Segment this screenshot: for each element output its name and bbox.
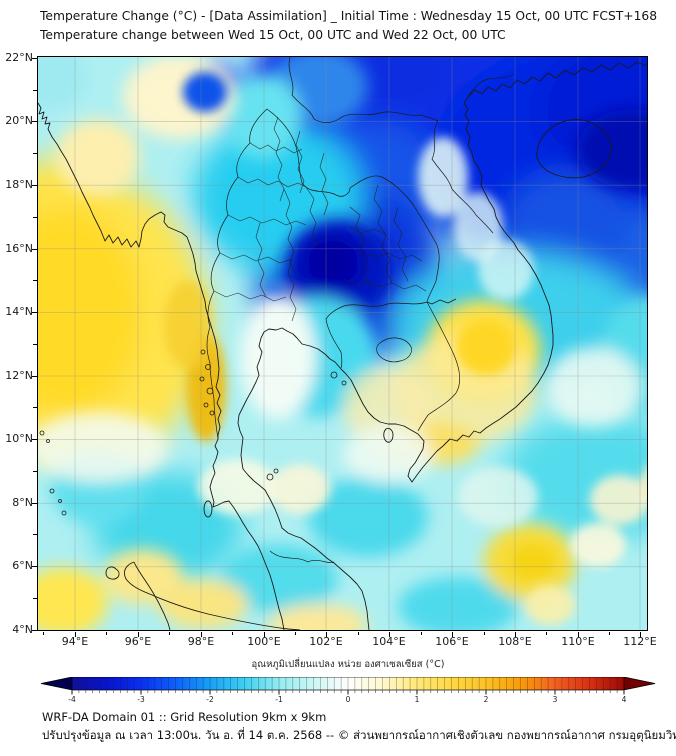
lon-label: 100°E (247, 635, 281, 648)
axis-tick (32, 439, 37, 440)
province-boundaries (213, 116, 427, 322)
axis-tick (33, 153, 37, 154)
colorbar-title: อุณหภูมิเปลี่ยนแปลง หน่วย องศาเซลเซียส (… (251, 659, 445, 670)
china-coastline (467, 61, 647, 98)
indochina-coastline (237, 96, 554, 630)
small-islands (39, 349, 347, 516)
colorbar-over-arrow (623, 676, 656, 691)
axis-tick (33, 598, 37, 599)
lat-label: 16°N (5, 242, 33, 255)
axis-tick (546, 632, 547, 635)
colorbar-tick: -3 (137, 695, 145, 704)
page-title: Temperature Change (°C) - [Data Assimila… (40, 9, 658, 23)
axis-tick (232, 632, 233, 635)
axis-tick (33, 90, 37, 91)
axis-tick (169, 632, 170, 635)
axis-tick (33, 471, 37, 472)
lon-label: 110°E (561, 635, 595, 648)
axis-tick (33, 344, 37, 345)
graticule-gridlines (38, 57, 647, 630)
lat-label: 22°N (5, 51, 33, 64)
axis-tick (33, 407, 37, 408)
lat-label: 18°N (5, 178, 33, 191)
temperature-map (38, 57, 647, 630)
axis-tick (515, 632, 516, 637)
hainan-island (536, 119, 612, 179)
lat-label: 10°N (5, 432, 33, 445)
axis-tick (32, 121, 37, 122)
weh-island (105, 566, 120, 580)
colorbar-tick: 1 (414, 695, 420, 704)
peninsula-west-coastline (209, 438, 285, 630)
axis-tick (32, 630, 37, 631)
footer-update-info: ปรับปรุงข้อมูล ณ เวลา 13:00น. วัน อ. ที่… (42, 728, 676, 742)
axis-tick (33, 280, 37, 281)
axis-tick (295, 632, 296, 635)
colorbar-tick: 3 (552, 695, 558, 704)
axis-tick (484, 632, 485, 635)
lon-label: 108°E (498, 635, 532, 648)
axis-tick (138, 632, 139, 637)
axis-tick (32, 566, 37, 567)
colorbar (40, 676, 656, 695)
myanmar-coastline (38, 102, 222, 439)
lon-label: 106°E (435, 635, 469, 648)
colorbar-tick: -1 (275, 695, 283, 704)
lon-label: 94°E (61, 635, 89, 648)
axis-tick (264, 632, 265, 637)
axis-tick (421, 632, 422, 635)
lat-label: 20°N (5, 114, 33, 127)
coastlines (38, 61, 647, 630)
axis-tick (201, 632, 202, 637)
axis-tick (32, 249, 37, 250)
colorbar-major-ticks (71, 690, 625, 695)
lat-label: 4°N (12, 623, 33, 636)
country-borders (206, 57, 515, 564)
axis-tick (452, 632, 453, 637)
axis-tick (578, 632, 579, 637)
axis-tick (43, 632, 44, 635)
axis-tick (33, 217, 37, 218)
page-subtitle: Temperature change between Wed 15 Oct, 0… (40, 28, 506, 42)
axis-tick (358, 632, 359, 635)
colorbar-cell-separators (78, 677, 618, 690)
lon-label: 96°E (124, 635, 152, 648)
lon-label: 102°E (309, 635, 343, 648)
colorbar-tick: 0 (345, 695, 351, 704)
axis-tick (32, 376, 37, 377)
footer-domain-info: WRF-DA Domain 01 :: Grid Resolution 9km … (42, 710, 327, 724)
axis-tick (609, 632, 610, 635)
axis-tick (326, 632, 327, 637)
lon-label: 98°E (187, 635, 215, 648)
axis-tick (32, 58, 37, 59)
lat-label: 8°N (12, 496, 33, 509)
lat-label: 6°N (12, 559, 33, 572)
temperature-field-small (164, 72, 647, 625)
axis-tick (106, 632, 107, 635)
lon-label: 104°E (372, 635, 406, 648)
axis-tick (75, 632, 76, 637)
colorbar-svg (40, 676, 656, 695)
colorbar-tick: -2 (206, 695, 214, 704)
axis-tick (33, 534, 37, 535)
lon-label: 112°E (623, 635, 657, 648)
sumatra-west-coastline (133, 561, 171, 630)
phuket-island (203, 500, 213, 518)
colorbar-under-arrow (40, 676, 73, 691)
phu-quoc-island (383, 427, 394, 443)
axis-tick (640, 632, 641, 637)
lat-label: 14°N (5, 305, 33, 318)
axis-tick (32, 185, 37, 186)
lat-label: 12°N (5, 369, 33, 382)
axis-tick (32, 503, 37, 504)
colorbar-tick: 4 (621, 695, 627, 704)
axis-tick (32, 312, 37, 313)
axis-tick (389, 632, 390, 637)
colorbar-tick: 2 (483, 695, 489, 704)
map-canvas (37, 56, 648, 631)
colorbar-tick: -4 (68, 695, 76, 704)
